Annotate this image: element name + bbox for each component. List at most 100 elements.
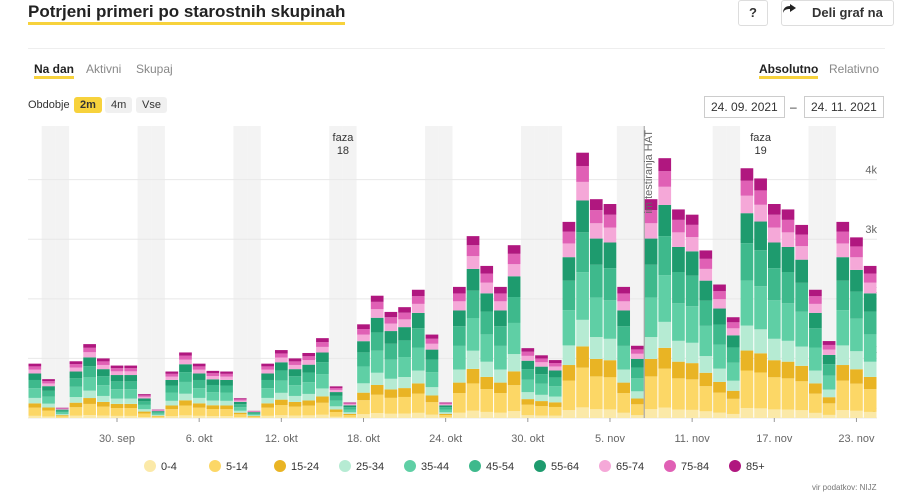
bar-segment bbox=[781, 378, 795, 410]
bar-segment bbox=[302, 352, 316, 357]
title: Potrjeni primeri po starostnih skupinah bbox=[28, 2, 346, 25]
bar-segment bbox=[617, 369, 631, 383]
bar-segment bbox=[699, 386, 713, 412]
bar-segment bbox=[28, 363, 42, 367]
bar-segment bbox=[398, 377, 411, 389]
bar-segment bbox=[713, 344, 726, 369]
bar-segment bbox=[453, 310, 466, 327]
help-button[interactable]: ? bbox=[738, 0, 768, 26]
bar-segment bbox=[576, 152, 589, 166]
bar-segment bbox=[836, 221, 850, 232]
bar-segment bbox=[151, 410, 165, 412]
bar-segment bbox=[535, 401, 548, 407]
bar-segment bbox=[589, 358, 603, 377]
bar-segment bbox=[329, 395, 343, 401]
bar-segment bbox=[28, 388, 42, 398]
legend-label: 15-24 bbox=[291, 461, 319, 473]
bar-segment bbox=[124, 371, 138, 376]
bar-segment bbox=[220, 409, 233, 417]
bar-segment bbox=[247, 416, 261, 418]
bar-segment bbox=[672, 409, 685, 418]
bar-segment bbox=[124, 403, 138, 409]
bar-segment bbox=[713, 299, 726, 309]
bar-segment bbox=[713, 308, 726, 325]
bar-segment bbox=[576, 346, 589, 368]
bar-segment bbox=[726, 317, 740, 323]
mode-tab[interactable]: Relativno bbox=[829, 62, 880, 76]
bar-segment bbox=[220, 392, 233, 401]
bar-segment bbox=[466, 268, 480, 291]
bar-segment bbox=[220, 371, 233, 374]
bar-segment bbox=[535, 394, 548, 402]
bar-segment bbox=[562, 257, 576, 281]
bar-segment bbox=[466, 290, 480, 319]
bar-segment bbox=[357, 414, 370, 418]
bar-segment bbox=[494, 382, 507, 394]
bar-segment bbox=[809, 393, 822, 413]
bar-segment bbox=[370, 413, 384, 418]
bar-segment bbox=[357, 383, 370, 393]
bar-segment bbox=[576, 200, 589, 233]
bar-segment bbox=[274, 353, 288, 358]
bar-segment bbox=[781, 246, 795, 272]
bar-segment bbox=[28, 373, 42, 380]
bar-segment bbox=[261, 415, 274, 418]
bar-segment bbox=[96, 364, 110, 370]
mode-tab[interactable]: Absolutno bbox=[759, 62, 819, 79]
bar-segment bbox=[480, 311, 494, 335]
bar-segment bbox=[96, 401, 110, 407]
bar-segment bbox=[274, 415, 288, 418]
bar-segment bbox=[165, 409, 179, 417]
bar-segment bbox=[42, 390, 55, 397]
bar-segment bbox=[302, 372, 316, 383]
bar-segment bbox=[357, 324, 370, 330]
share-button[interactable]: Deli graf na bbox=[781, 0, 894, 26]
weekend-band bbox=[438, 126, 453, 418]
bar-segment bbox=[740, 180, 754, 196]
bar-segment bbox=[261, 407, 274, 416]
bar-segment bbox=[110, 371, 124, 376]
bar-segment bbox=[288, 415, 302, 418]
bar-segment bbox=[179, 381, 192, 394]
bar-segment bbox=[767, 204, 781, 215]
bar-segment bbox=[494, 286, 507, 294]
bar-segment bbox=[179, 372, 192, 382]
bar-segment bbox=[644, 238, 658, 265]
bar-segment bbox=[740, 370, 754, 408]
bar-segment bbox=[124, 381, 138, 390]
bar-segment bbox=[535, 383, 548, 395]
legend-swatch bbox=[404, 460, 416, 472]
bar-segment bbox=[357, 352, 370, 367]
bar-segment bbox=[247, 412, 261, 413]
weekend-band bbox=[630, 126, 645, 418]
bar-segment bbox=[781, 409, 795, 418]
bar-segment bbox=[850, 246, 863, 258]
tab[interactable]: Skupaj bbox=[136, 62, 173, 76]
bar-segment bbox=[110, 375, 124, 382]
bar-segment bbox=[83, 347, 96, 353]
bar-segment bbox=[850, 351, 863, 370]
legend-label: 65-74 bbox=[616, 461, 644, 473]
bar-segment bbox=[425, 334, 439, 339]
bar-segment bbox=[548, 386, 562, 397]
bar-segment bbox=[521, 392, 535, 400]
bar-segment bbox=[699, 372, 713, 387]
tab[interactable]: Aktivni bbox=[86, 62, 122, 76]
bar-segment bbox=[836, 380, 850, 411]
bar-segment bbox=[466, 318, 480, 351]
bar-segment bbox=[398, 388, 411, 397]
period-button[interactable]: 2m bbox=[74, 97, 102, 113]
date-from[interactable]: 24. 09. 2021 bbox=[704, 96, 785, 118]
period-button[interactable]: Vse bbox=[136, 97, 167, 113]
bar-segment bbox=[83, 415, 96, 418]
bar-segment bbox=[822, 354, 836, 365]
bar-segment bbox=[795, 259, 809, 283]
tab[interactable]: Na dan bbox=[34, 62, 75, 79]
date-to[interactable]: 24. 11. 2021 bbox=[804, 96, 884, 118]
period-button[interactable]: 4m bbox=[105, 97, 133, 113]
bar-segment bbox=[507, 253, 521, 265]
bar-segment bbox=[316, 352, 329, 363]
bar-segment bbox=[179, 415, 192, 418]
bar-segment bbox=[507, 297, 521, 323]
bar-segment bbox=[55, 410, 69, 413]
